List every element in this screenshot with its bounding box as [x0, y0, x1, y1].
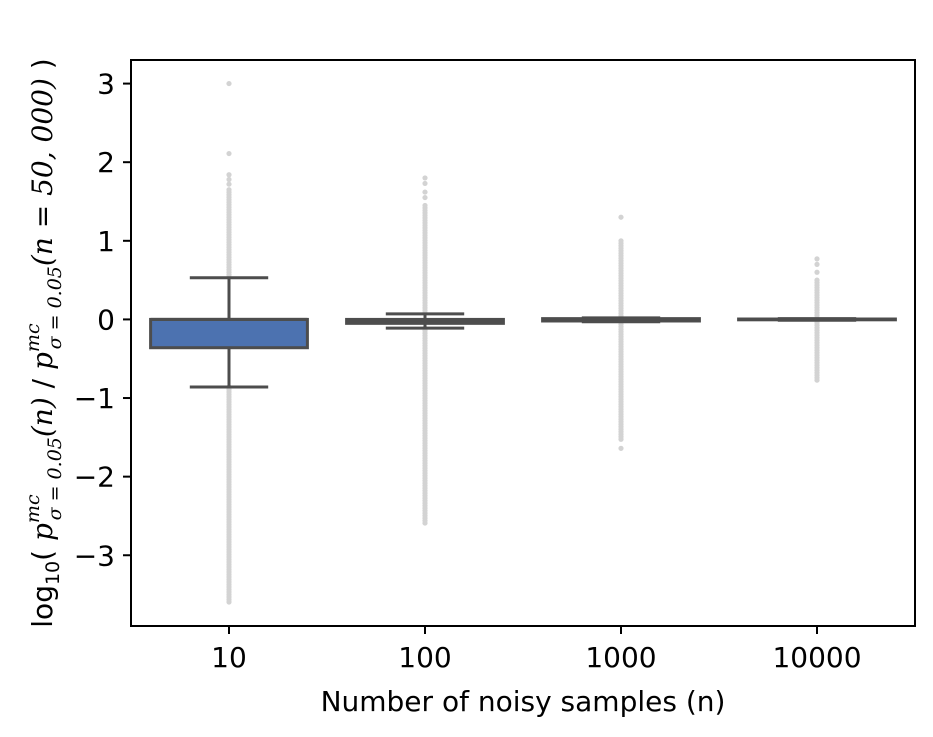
outlier-point	[226, 176, 232, 183]
y-axis-label: log10( pmcσ = 0.05(n) / pmcσ = 0.05(n = …	[22, 58, 66, 627]
outlier-point	[618, 214, 624, 220]
y-tick-label: −3	[74, 539, 115, 572]
outlier-point	[422, 175, 428, 181]
x-tick-label: 10	[211, 641, 247, 674]
y-tick-label: 2	[97, 146, 115, 179]
y-axis-ticks: 3 2 1 0 −1 −2 −3	[74, 68, 131, 572]
x-tick-label: 1000	[585, 641, 656, 674]
outlier-point	[814, 261, 820, 267]
outlier-point	[422, 180, 428, 187]
outlier-point	[226, 150, 232, 157]
boxes	[149, 276, 897, 389]
x-tick-label: 100	[398, 641, 451, 674]
x-axis-label: Number of noisy samples (n)	[321, 685, 726, 718]
y-tick-label: 3	[97, 68, 115, 101]
y-tick-label: 0	[97, 303, 115, 336]
outlier-point	[226, 599, 232, 605]
y-tick-label: −2	[74, 461, 115, 494]
outlier-point	[814, 377, 820, 383]
outlier-point	[422, 189, 428, 195]
outlier-point	[226, 181, 232, 187]
y-tick-label: −1	[74, 382, 115, 415]
x-tick-label: 10000	[772, 641, 861, 674]
box-iqr	[149, 317, 309, 350]
outlier-point	[422, 520, 428, 526]
outlier-point	[226, 80, 232, 87]
outlier-point	[226, 172, 232, 178]
outlier-point	[618, 445, 624, 451]
outlier-point	[814, 256, 820, 262]
outlier-point	[618, 436, 624, 442]
outlier-points	[226, 80, 820, 605]
x-axis-ticks: 10 100 1000 10000	[211, 626, 862, 674]
y-tick-label: 1	[97, 225, 115, 258]
outlier-point	[814, 269, 820, 275]
outlier-point	[422, 194, 428, 201]
